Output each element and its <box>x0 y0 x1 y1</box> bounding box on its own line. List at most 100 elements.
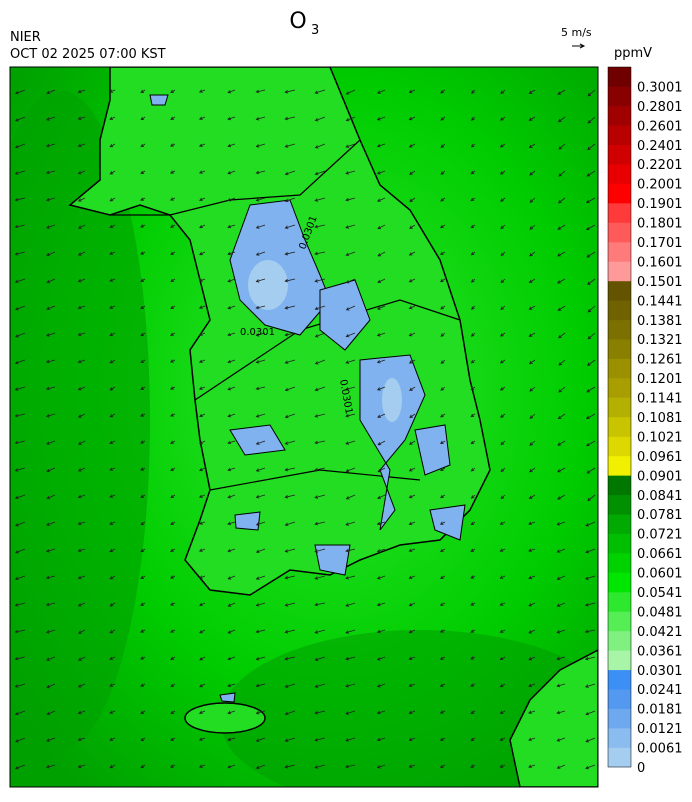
wind-arrow <box>14 683 26 688</box>
wind-arrow <box>170 170 176 174</box>
wind-arrow <box>314 629 326 634</box>
wind-arrow <box>345 386 356 391</box>
wind-arrow <box>409 413 416 418</box>
wind-arrow <box>314 575 326 580</box>
wind-arrow <box>198 494 206 498</box>
wind-arrow <box>376 629 386 634</box>
wind-arrow <box>14 224 26 229</box>
wind-arrow <box>528 656 536 661</box>
wind-arrow <box>345 251 356 257</box>
wind-arrow <box>377 197 386 202</box>
colorbar-bin <box>608 533 631 554</box>
wind-arrow <box>227 602 236 607</box>
wind-arrow <box>198 305 206 309</box>
wind-arrow <box>557 251 566 257</box>
wind-arrow <box>45 629 56 634</box>
wind-arrow <box>284 467 296 472</box>
wind-arrow <box>528 494 536 499</box>
wind-arrow <box>170 116 176 120</box>
wind-arrow <box>255 710 266 715</box>
colorbar-label: 0.1261 <box>637 353 683 368</box>
wind-arrow <box>255 737 266 742</box>
wind-arrow <box>470 683 476 687</box>
colorbar-label: 0.1141 <box>637 392 683 407</box>
wind-arrow <box>170 278 176 283</box>
wind-arrow <box>77 116 86 120</box>
wind-arrow <box>140 224 146 228</box>
wind-arrow <box>284 143 296 148</box>
wind-arrow <box>284 737 296 742</box>
wind-arrow <box>45 548 56 553</box>
wind-arrow <box>470 494 476 499</box>
wind-arrow <box>109 764 116 769</box>
wind-arrow <box>77 359 86 364</box>
wind-arrow <box>77 197 86 202</box>
wind-arrow <box>500 440 506 446</box>
wind-arrow <box>499 386 506 391</box>
wind-arrow <box>439 467 446 472</box>
wind-arrow <box>140 764 146 769</box>
wind-arrow <box>408 710 416 715</box>
wind-arrow <box>284 116 296 121</box>
wind-arrow <box>227 575 236 580</box>
wind-arrow <box>377 89 386 94</box>
wind-arrow <box>556 764 566 769</box>
colorbar-label: 0.1441 <box>637 294 683 309</box>
wind-arrow <box>284 575 296 580</box>
wind-arrow <box>585 548 596 554</box>
wind-arrow <box>140 467 146 471</box>
map: 0.0301 0.0301 0.0301 <box>10 67 598 787</box>
wind-arrow <box>500 305 506 310</box>
colorbar-bin <box>608 86 631 107</box>
wind-arrow <box>376 143 386 148</box>
wind-arrow <box>408 359 416 364</box>
wind-arrow <box>314 602 326 607</box>
wind-arrow <box>471 89 476 94</box>
wind-arrow <box>584 629 596 634</box>
wind-arrow <box>170 656 176 660</box>
wind-arrow <box>408 629 416 634</box>
source: NIER <box>10 30 41 45</box>
wind-arrow <box>470 170 476 175</box>
lowest-ozone-patches <box>248 260 402 422</box>
wind-arrow <box>440 143 446 148</box>
wind-arrow <box>499 170 506 175</box>
wind-arrow <box>439 656 446 660</box>
wind-arrow <box>14 710 26 716</box>
wind-arrow <box>470 224 476 229</box>
colorbar-bin <box>608 183 631 204</box>
wind-arrow <box>376 170 386 175</box>
wind-arrow <box>529 251 536 257</box>
wind-arrow <box>408 116 416 121</box>
wind-arrow <box>170 737 176 741</box>
wind-arrow <box>528 278 536 283</box>
wind-arrow <box>45 197 56 202</box>
wind-arrow <box>227 143 236 148</box>
wind-arrow <box>14 197 26 202</box>
wind-arrow <box>376 548 386 553</box>
wind-arrow <box>587 89 596 97</box>
wind-arrow <box>499 602 506 606</box>
wind-arrow <box>314 467 326 472</box>
wind-arrow <box>470 710 476 714</box>
wind-arrow <box>345 467 356 473</box>
wind-arrow <box>345 629 356 634</box>
wind-arrow <box>556 710 566 715</box>
wind-arrow <box>408 332 416 337</box>
wind-arrow <box>557 467 566 473</box>
wind-arrow <box>45 332 56 337</box>
wind-arrow <box>345 764 356 769</box>
wind-arrow <box>408 764 416 768</box>
wind-arrow <box>471 116 476 121</box>
wind-arrow <box>345 494 356 500</box>
wind-arrow <box>500 467 506 473</box>
wind-arrow <box>77 224 86 229</box>
wind-arrow <box>227 116 236 121</box>
wind-arrow <box>314 89 326 94</box>
wind-arrow <box>284 710 296 716</box>
wind-arrow <box>284 413 296 419</box>
wind-arrow <box>255 413 266 418</box>
wind-arrow <box>140 656 146 660</box>
wind-arrow <box>227 170 236 175</box>
